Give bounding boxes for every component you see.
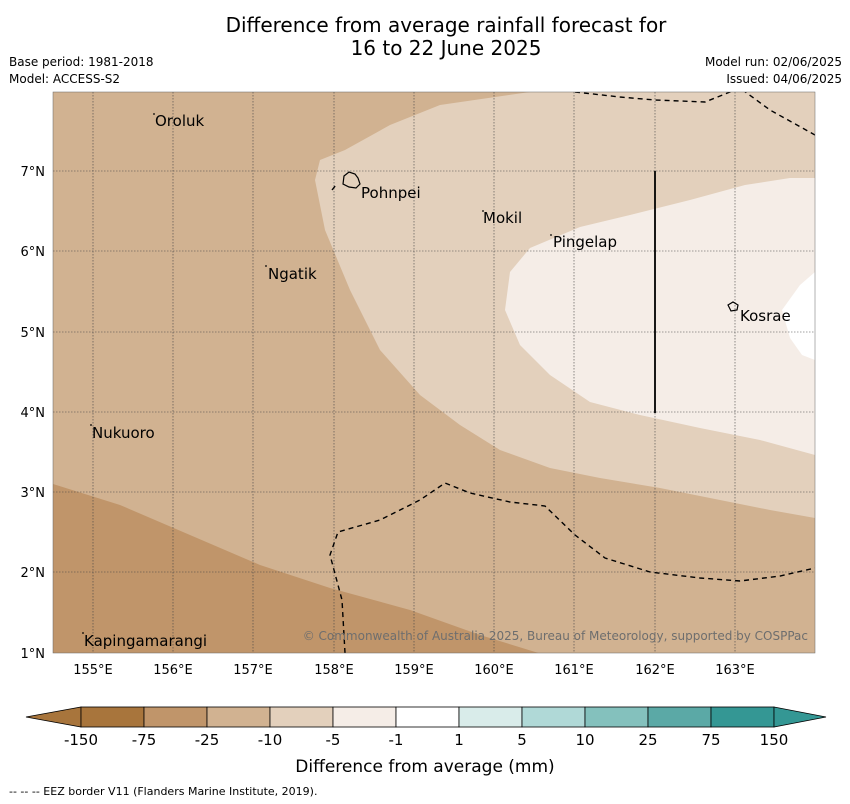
meta-left: Base period: 1981-2018 Model: ACCESS-S2 bbox=[9, 54, 154, 88]
colorbar-swatch bbox=[584, 706, 649, 728]
colorbar-tick-label: -1 bbox=[389, 731, 404, 749]
colorbar-swatch bbox=[647, 706, 712, 728]
pohnpei-island bbox=[342, 171, 361, 189]
model-text: Model: ACCESS-S2 bbox=[9, 72, 121, 86]
base-period-text: Base period: 1981-2018 bbox=[9, 55, 154, 69]
colorbar-tick-label: 1 bbox=[454, 731, 464, 749]
colorbar-extend-low bbox=[25, 706, 82, 728]
atoll-dots bbox=[82, 113, 552, 634]
place-label-nukuoro: Nukuoro bbox=[92, 424, 155, 442]
colorbar-tick-label: -75 bbox=[132, 731, 157, 749]
title-line-1: Difference from average rainfall forecas… bbox=[225, 13, 667, 37]
colorbar-tick-label: 10 bbox=[575, 731, 594, 749]
lon-label: 156°E bbox=[153, 663, 193, 678]
lat-label: 2°N bbox=[21, 566, 46, 581]
colorbar-swatch bbox=[395, 706, 460, 728]
eez-border bbox=[329, 92, 815, 653]
lon-label: 155°E bbox=[73, 663, 113, 678]
place-label-kapingamarangi: Kapingamarangi bbox=[84, 632, 207, 650]
place-label-kosrae: Kosrae bbox=[740, 307, 791, 325]
colorbar-tick-label: 25 bbox=[638, 731, 657, 749]
islands bbox=[342, 171, 739, 312]
lat-label: 3°N bbox=[21, 486, 46, 501]
lon-label: 159°E bbox=[394, 663, 434, 678]
colorbar-swatch bbox=[458, 706, 523, 728]
kosrae-island bbox=[727, 301, 739, 312]
colorbar-swatch bbox=[143, 706, 208, 728]
colorbar-tick-label: -5 bbox=[326, 731, 341, 749]
colorbar-label: Difference from average (mm) bbox=[295, 757, 554, 777]
colorbar-tick-label: -25 bbox=[195, 731, 220, 749]
place-label-ngatik: Ngatik bbox=[268, 265, 317, 283]
copyright-notice: © Commonwealth of Australia 2025, Bureau… bbox=[303, 629, 808, 643]
lon-axis-labels: 155°E 156°E 157°E 158°E 159°E 160°E 161°… bbox=[73, 663, 755, 678]
colorbar-tick-label: 150 bbox=[760, 731, 789, 749]
map-frame bbox=[52, 91, 816, 654]
title-line-2: 16 to 22 June 2025 bbox=[350, 36, 542, 60]
lon-label: 160°E bbox=[474, 663, 514, 678]
colorbar-tick-label: -10 bbox=[258, 731, 283, 749]
colorbar-swatch bbox=[332, 706, 397, 728]
lat-label: 4°N bbox=[21, 406, 46, 421]
colorbar-swatch bbox=[710, 706, 775, 728]
meta-right: Model run: 02/06/2025 Issued: 04/06/2025 bbox=[705, 54, 842, 88]
fill-band-minus-5 bbox=[505, 178, 815, 455]
fill-band-minus-1 bbox=[782, 272, 815, 360]
eez-footer-note: -- -- -- EEZ border V11 (Flanders Marine… bbox=[9, 785, 318, 798]
lon-label: 157°E bbox=[233, 663, 273, 678]
model-run-text: Model run: 02/06/2025 bbox=[704, 55, 842, 69]
colorbar: -150 -75 -25 -10 -5 -1 1 5 10 25 75 150 Difference … bbox=[25, 706, 827, 777]
lon-label: 162°E bbox=[635, 663, 675, 678]
place-label-pohnpei: Pohnpei bbox=[361, 184, 421, 202]
lat-label: 5°N bbox=[21, 326, 46, 341]
map-title: Difference from average rainfall forecas… bbox=[0, 14, 850, 60]
colorbar-tick-label: 75 bbox=[701, 731, 720, 749]
lat-label: 1°N bbox=[21, 647, 46, 662]
colorbar-swatch bbox=[269, 706, 334, 728]
lon-label: 161°E bbox=[554, 663, 594, 678]
colorbar-swatch bbox=[80, 706, 145, 728]
colorbar-tick-label: -150 bbox=[64, 731, 98, 749]
map-area: Oroluk Pohnpei Mokil Pingelap Ngatik Kos… bbox=[53, 92, 815, 653]
colorbar-tick-label: 5 bbox=[517, 731, 527, 749]
fill-band-minus-75 bbox=[53, 484, 539, 653]
colorbar-swatch bbox=[521, 706, 586, 728]
colorbar-swatch bbox=[206, 706, 271, 728]
lat-axis-labels: 7°N 6°N 5°N 4°N 3°N 2°N 1°N bbox=[21, 165, 46, 662]
lon-label: 163°E bbox=[715, 663, 755, 678]
lat-label: 7°N bbox=[21, 165, 46, 180]
place-label-mokil: Mokil bbox=[483, 209, 522, 227]
issued-text: Issued: 04/06/2025 bbox=[726, 72, 842, 86]
place-label-oroluk: Oroluk bbox=[155, 112, 204, 130]
place-label-pingelap: Pingelap bbox=[553, 233, 617, 251]
lat-label: 6°N bbox=[21, 245, 46, 260]
colorbar-extend-high bbox=[773, 706, 827, 728]
lon-label: 158°E bbox=[314, 663, 354, 678]
